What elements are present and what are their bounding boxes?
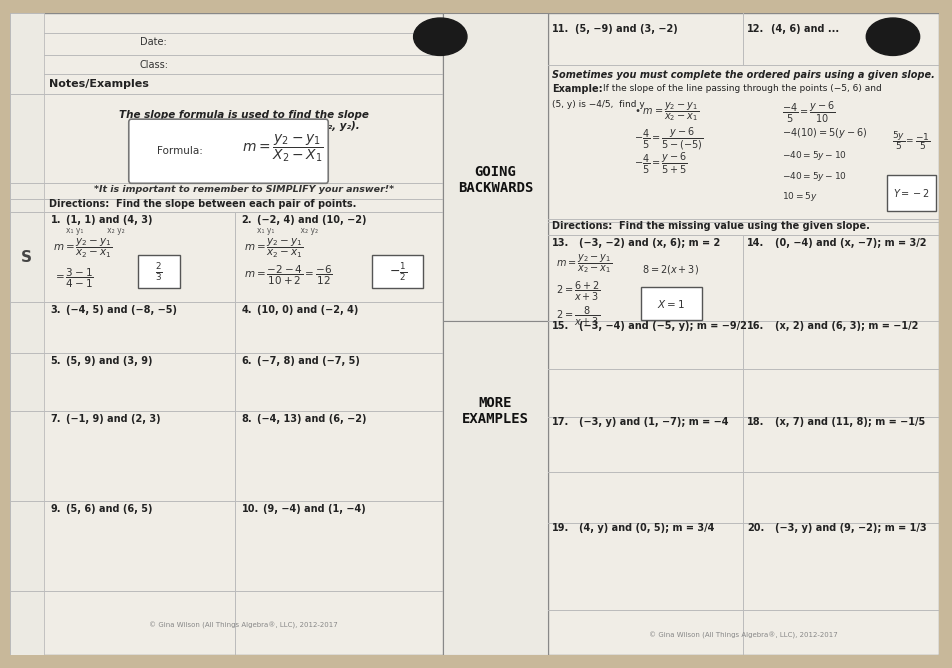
Text: The slope formula is used to find the slope
between two points (x₁, y₁) and (x₂,: The slope formula is used to find the sl… — [119, 110, 368, 131]
Text: $2 = \dfrac{8}{x+3}$: $2 = \dfrac{8}{x+3}$ — [555, 305, 599, 328]
Text: © Gina Wilson (All Things Algebra®, LLC), 2012-2017: © Gina Wilson (All Things Algebra®, LLC)… — [149, 622, 338, 629]
Text: (−4, 5) and (−8, −5): (−4, 5) and (−8, −5) — [66, 305, 177, 315]
Text: 8.: 8. — [241, 414, 252, 424]
Text: 17.: 17. — [551, 418, 568, 428]
Text: 1.: 1. — [50, 215, 61, 225]
Text: (5, 6) and (6, 5): (5, 6) and (6, 5) — [66, 504, 152, 514]
Text: $-\dfrac{4}{5} = \dfrac{y-6}{5+5}$: $-\dfrac{4}{5} = \dfrac{y-6}{5+5}$ — [633, 151, 687, 176]
Text: $2 = 2x$: $2 = 2x$ — [641, 309, 673, 321]
Text: $-\frac{1}{2}$: $-\frac{1}{2}$ — [388, 261, 407, 283]
Text: 13.: 13. — [551, 238, 568, 248]
FancyBboxPatch shape — [129, 119, 327, 183]
Text: 19.: 19. — [551, 523, 568, 533]
Text: $8 = 2(x+3)$: $8 = 2(x+3)$ — [641, 263, 698, 277]
Text: 7.: 7. — [50, 414, 61, 424]
Text: (−4, 13) and (6, −2): (−4, 13) and (6, −2) — [256, 414, 366, 424]
Text: Class:: Class: — [139, 59, 169, 69]
Text: $m = \dfrac{y_2-y_1}{x_2-x_1}$: $m = \dfrac{y_2-y_1}{x_2-x_1}$ — [244, 236, 303, 260]
Text: (0, −4) and (x, −7); m = 3/2: (0, −4) and (x, −7); m = 3/2 — [774, 238, 925, 248]
Text: GOING
BACKWARDS: GOING BACKWARDS — [457, 165, 533, 195]
Text: (5, −9) and (3, −2): (5, −9) and (3, −2) — [575, 25, 678, 34]
FancyBboxPatch shape — [885, 175, 935, 211]
FancyBboxPatch shape — [372, 255, 423, 288]
Text: Directions:  Find the slope between each pair of points.: Directions: Find the slope between each … — [49, 200, 355, 210]
Text: 18.: 18. — [746, 418, 764, 428]
FancyBboxPatch shape — [138, 255, 180, 288]
Text: (1, 1) and (4, 3): (1, 1) and (4, 3) — [66, 215, 152, 225]
Text: $m = \dfrac{y_2-y_1}{x_2-x_1}$: $m = \dfrac{y_2-y_1}{x_2-x_1}$ — [555, 252, 611, 275]
Bar — [443, 13, 547, 321]
Text: (4, y) and (0, 5); m = 3/4: (4, y) and (0, 5); m = 3/4 — [579, 523, 714, 533]
Text: $\dfrac{5y}{5} = \dfrac{-1}{5}$: $\dfrac{5y}{5} = \dfrac{-1}{5}$ — [891, 129, 929, 152]
Text: $8 = 2x+6$: $8 = 2x+6$ — [641, 286, 690, 298]
Text: 5.: 5. — [50, 357, 61, 367]
Text: 12.: 12. — [746, 25, 764, 34]
Text: (x, 7) and (11, 8); m = −1/5: (x, 7) and (11, 8); m = −1/5 — [774, 418, 923, 428]
Text: (4, 6) and ...: (4, 6) and ... — [770, 25, 838, 34]
Text: Date:: Date: — [139, 37, 167, 47]
Text: $10 = 5y$: $10 = 5y$ — [782, 190, 817, 202]
Text: $m = \dfrac{y_2-y_1}{x_2-x_1}$: $m = \dfrac{y_2-y_1}{x_2-x_1}$ — [53, 236, 112, 260]
Text: 11.: 11. — [551, 25, 568, 34]
Text: (−3, −4) and (−5, y); m = −9/2: (−3, −4) and (−5, y); m = −9/2 — [579, 321, 746, 331]
Text: (−3, y) and (9, −2); m = 1/3: (−3, y) and (9, −2); m = 1/3 — [774, 523, 925, 533]
Text: If the slope of the line passing through the points (−5, 6) and: If the slope of the line passing through… — [602, 84, 881, 93]
Text: (−7, 8) and (−7, 5): (−7, 8) and (−7, 5) — [256, 357, 359, 367]
Text: *It is important to remember to SIMPLIFY your answer!*: *It is important to remember to SIMPLIFY… — [93, 185, 393, 194]
Text: (−1, 9) and (2, 3): (−1, 9) and (2, 3) — [66, 414, 160, 424]
Text: Notes/Examples: Notes/Examples — [49, 79, 149, 89]
FancyBboxPatch shape — [640, 287, 701, 320]
Text: $2 = \dfrac{6+2}{x+3}$: $2 = \dfrac{6+2}{x+3}$ — [555, 279, 600, 303]
Text: (9, −4) and (1, −4): (9, −4) and (1, −4) — [263, 504, 366, 514]
Text: Example:: Example: — [551, 84, 602, 94]
Text: $-4(10) = 5(y-6)$: $-4(10) = 5(y-6)$ — [782, 126, 866, 140]
Text: (x, 2) and (6, 3); m = −1/2: (x, 2) and (6, 3); m = −1/2 — [774, 321, 917, 331]
Text: (−3, −2) and (x, 6); m = 2: (−3, −2) and (x, 6); m = 2 — [579, 238, 720, 248]
Text: x₁ y₁          x₂ y₂: x₁ y₁ x₂ y₂ — [66, 226, 125, 235]
Text: $Y = -2$: $Y = -2$ — [892, 187, 929, 199]
Text: $-\dfrac{4}{5} = \dfrac{y-6}{5-(-5)}$: $-\dfrac{4}{5} = \dfrac{y-6}{5-(-5)}$ — [633, 126, 703, 152]
Text: 9.: 9. — [50, 504, 61, 514]
Bar — [10, 13, 44, 655]
Text: $= \dfrac{3-1}{4-1}$: $= \dfrac{3-1}{4-1}$ — [53, 267, 93, 290]
Text: $-40 = 5y - 10$: $-40 = 5y - 10$ — [782, 170, 846, 184]
Text: $\dfrac{-4}{5} = \dfrac{y-6}{10}$: $\dfrac{-4}{5} = \dfrac{y-6}{10}$ — [782, 100, 835, 125]
Text: MORE
EXAMPLES: MORE EXAMPLES — [462, 396, 528, 426]
Text: S: S — [21, 250, 32, 265]
Text: Directions:  Find the missing value using the given slope.: Directions: Find the missing value using… — [551, 221, 869, 231]
Text: $m = \dfrac{y_2 - y_1}{X_2 - X_1}$: $m = \dfrac{y_2 - y_1}{X_2 - X_1}$ — [242, 132, 324, 164]
Text: x₁ y₁           x₂ y₂: x₁ y₁ x₂ y₂ — [256, 226, 317, 235]
Text: (5, 9) and (3, 9): (5, 9) and (3, 9) — [66, 357, 152, 367]
Text: 3.: 3. — [50, 305, 61, 315]
Text: (−2, 4) and (10, −2): (−2, 4) and (10, −2) — [256, 215, 366, 225]
Text: 2.: 2. — [241, 215, 251, 225]
Text: 10.: 10. — [241, 504, 259, 514]
Text: (5, y) is −4/5,  find y: (5, y) is −4/5, find y — [551, 100, 644, 109]
Text: $X = 1$: $X = 1$ — [656, 298, 684, 310]
Text: (10, 0) and (−2, 4): (10, 0) and (−2, 4) — [256, 305, 358, 315]
Text: Formula:: Formula: — [157, 146, 203, 156]
Text: (−3, y) and (1, −7); m = −4: (−3, y) and (1, −7); m = −4 — [579, 418, 728, 428]
Text: $m = \dfrac{-2-4}{10+2} = \dfrac{-6}{12}$: $m = \dfrac{-2-4}{10+2} = \dfrac{-6}{12}… — [244, 263, 332, 287]
Text: © Gina Wilson (All Things Algebra®, LLC), 2012-2017: © Gina Wilson (All Things Algebra®, LLC)… — [648, 632, 837, 639]
Text: 4.: 4. — [241, 305, 251, 315]
Bar — [443, 321, 547, 655]
Text: 6.: 6. — [241, 357, 251, 367]
Text: $-40 = 5y - 10$: $-40 = 5y - 10$ — [782, 150, 846, 162]
Text: 16.: 16. — [746, 321, 764, 331]
Text: 20.: 20. — [746, 523, 764, 533]
Text: $\bullet\; m = \dfrac{y_2-y_1}{x_2-x_1}$: $\bullet\; m = \dfrac{y_2-y_1}{x_2-x_1}$ — [633, 100, 698, 123]
Text: Sometimes you must complete the ordered pairs using a given slope.: Sometimes you must complete the ordered … — [551, 69, 934, 79]
Text: 14.: 14. — [746, 238, 764, 248]
Text: 15.: 15. — [551, 321, 568, 331]
Text: $\frac{2}{3}$: $\frac{2}{3}$ — [155, 261, 163, 283]
